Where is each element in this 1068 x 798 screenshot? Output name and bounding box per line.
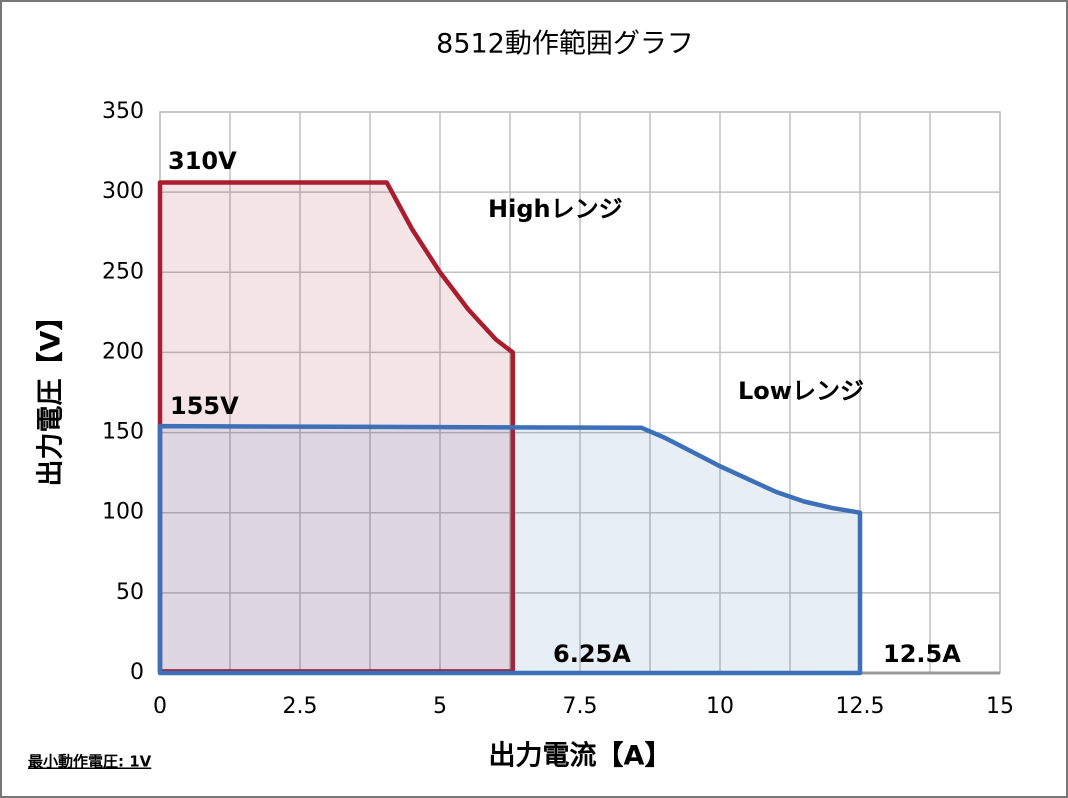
y-tick-label: 350 xyxy=(102,99,144,124)
annotation: Highレンジ xyxy=(488,195,623,223)
annotation: 310V xyxy=(168,147,237,175)
annotation: 155V xyxy=(170,392,239,420)
x-tick-label: 10 xyxy=(706,694,734,719)
x-tick-label: 12.5 xyxy=(836,694,885,719)
x-tick-label: 5 xyxy=(433,694,447,719)
y-tick-label: 150 xyxy=(102,420,144,445)
y-tick-label: 100 xyxy=(102,500,144,525)
y-tick-label: 0 xyxy=(130,660,144,685)
y-tick-label: 300 xyxy=(102,179,144,204)
annotation: 12.5A xyxy=(883,640,961,668)
x-tick-label: 2.5 xyxy=(283,694,318,719)
range-area xyxy=(157,423,863,676)
annotation: Lowレンジ xyxy=(738,377,864,405)
y-tick-label: 50 xyxy=(116,580,144,605)
y-tick-label: 250 xyxy=(102,259,144,284)
annotation: 6.25A xyxy=(553,640,631,668)
footnote: 最小動作電圧: 1V xyxy=(28,753,152,771)
y-axis-label: 出力電圧【V】 xyxy=(36,304,67,487)
x-tick-label: 0 xyxy=(153,694,167,719)
x-tick-label: 7.5 xyxy=(563,694,598,719)
chart-title: 8512動作範囲グラフ xyxy=(436,29,694,60)
x-tick-label: 15 xyxy=(986,694,1014,719)
y-tick-label: 200 xyxy=(102,339,144,364)
x-axis-label: 出力電流【A】 xyxy=(489,741,672,772)
